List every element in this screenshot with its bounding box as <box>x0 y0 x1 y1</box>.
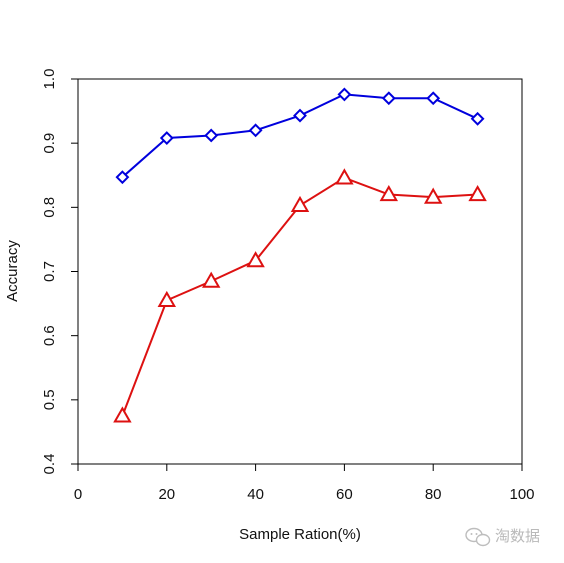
diamond-marker <box>204 128 219 143</box>
triangle-marker <box>157 290 177 307</box>
triangle-marker <box>379 184 399 202</box>
series-1 <box>115 87 485 185</box>
triangle-marker <box>113 406 132 423</box>
wechat-icon <box>465 527 491 547</box>
watermark-text: 淘数据 <box>495 527 540 545</box>
triangle-marker <box>246 251 265 268</box>
x-tick-label: 100 <box>509 486 534 503</box>
x-tick-label: 60 <box>336 486 353 503</box>
series-line-2 <box>121 176 478 417</box>
triangle-marker <box>290 195 310 213</box>
x-axis: 0 20 40 60 80 100 <box>74 464 535 503</box>
triangle-marker <box>423 187 443 204</box>
diamond-marker <box>159 131 174 145</box>
x-tick-label: 40 <box>247 486 264 503</box>
diamond-marker <box>470 111 485 126</box>
series-line-1 <box>121 93 479 178</box>
y-tick-label: 0.7 <box>41 261 58 282</box>
x-tick-label: 0 <box>74 486 82 503</box>
diamond-marker <box>293 108 307 123</box>
y-tick-label: 1.0 <box>41 69 58 90</box>
diamond-marker <box>115 170 130 185</box>
watermark: 淘数据 <box>465 527 540 547</box>
y-tick-label: 0.5 <box>41 389 58 410</box>
diamond-marker <box>248 123 263 138</box>
triangle-marker <box>335 168 354 185</box>
x-axis-label: Sample Ration(%) <box>239 526 361 543</box>
plot-frame <box>77 78 523 465</box>
x-tick-label: 80 <box>425 486 442 503</box>
triangle-marker <box>468 184 487 202</box>
y-tick-label: 0.6 <box>41 325 58 346</box>
y-tick-label: 0.9 <box>41 133 58 154</box>
y-axis: 0.4 0.5 0.6 0.7 0.8 0.9 1.0 <box>41 69 78 475</box>
diamond-marker <box>381 91 396 106</box>
y-axis-label: Accuracy <box>4 240 21 302</box>
triangle-marker <box>201 271 221 288</box>
y-tick-label: 0.4 <box>41 454 58 475</box>
series-2 <box>113 168 487 423</box>
x-tick-label: 20 <box>158 486 175 503</box>
diamond-marker <box>426 91 441 106</box>
y-tick-label: 0.8 <box>41 197 58 218</box>
series-layer <box>113 87 487 423</box>
diamond-marker <box>337 87 352 102</box>
